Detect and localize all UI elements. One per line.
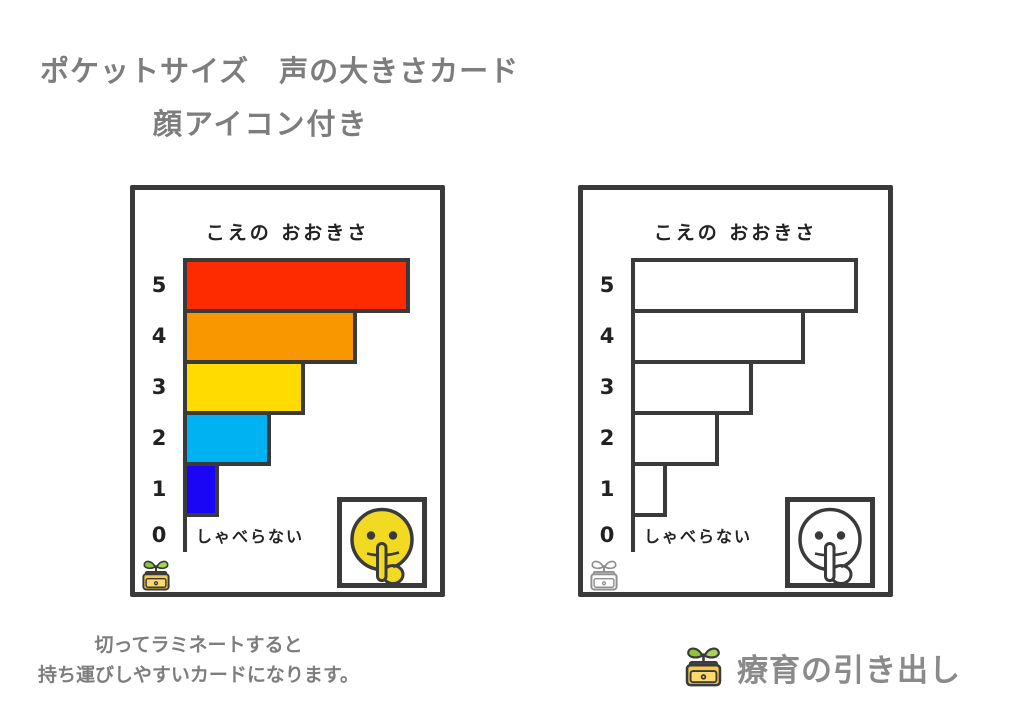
usage-note: 切ってラミネートすると 持ち運びしやすいカードになります。 <box>26 630 371 690</box>
shh-face-icon <box>350 507 414 583</box>
level-row: 3 <box>583 360 888 415</box>
usage-note-line2: 持ち運びしやすいカードになります。 <box>38 664 359 686</box>
level-row: 4 <box>135 309 440 364</box>
level-number: 1 <box>599 477 615 501</box>
level-row: 5 <box>135 258 440 313</box>
volume-scale: 5 4 3 2 1 0 しゃべらない <box>583 258 888 553</box>
level-row: 2 <box>583 411 888 466</box>
level-bar <box>631 411 719 466</box>
level-row: 5 <box>583 258 888 313</box>
level-number: 0 <box>151 523 167 547</box>
level-number: 0 <box>599 523 615 547</box>
level-bar <box>183 309 357 364</box>
level-zero-row: 0 しゃべらない <box>583 517 888 553</box>
level-bar <box>631 309 805 364</box>
usage-note-line1: 切ってラミネートすると <box>94 634 303 656</box>
voice-volume-card-color: こえの おおきさ 5 4 3 2 1 0 <box>130 185 445 597</box>
sprout-drawer-icon <box>585 558 623 594</box>
level-bar <box>183 411 271 466</box>
axis-line <box>183 517 187 552</box>
level-number: 3 <box>599 375 615 399</box>
level-number: 5 <box>599 273 615 297</box>
face-frame <box>785 497 875 588</box>
level-row: 1 <box>135 462 440 517</box>
card-title: こえの おおきさ <box>653 222 818 244</box>
voice-volume-card-outline: こえの おおきさ 5 4 3 2 1 0 <box>578 185 893 597</box>
brand-logo-icon <box>680 643 727 692</box>
zero-level-label: しゃべらない <box>196 527 305 546</box>
level-bar <box>631 258 858 313</box>
level-bar <box>183 462 219 517</box>
level-number: 1 <box>151 477 167 501</box>
brand-name: 療育の引き出し <box>737 653 961 689</box>
level-bar <box>183 360 305 415</box>
level-number: 2 <box>151 426 167 450</box>
level-number: 3 <box>151 375 167 399</box>
level-bar <box>183 258 410 313</box>
level-zero-row: 0 しゃべらない <box>135 517 440 553</box>
volume-scale: 5 4 3 2 1 0 しゃべらない <box>135 258 440 553</box>
shh-face-icon <box>798 507 862 583</box>
sprout-drawer-icon <box>137 558 175 594</box>
level-number: 2 <box>599 426 615 450</box>
zero-level-label: しゃべらない <box>644 527 753 546</box>
page-title: ポケットサイズ 声の大きさカード <box>40 54 520 88</box>
axis-line <box>631 517 635 552</box>
level-number: 4 <box>151 324 167 348</box>
brand: 療育の引き出し <box>680 643 961 692</box>
page-subtitle: 顔アイコン付き <box>153 107 369 141</box>
level-row: 3 <box>135 360 440 415</box>
level-bar <box>631 360 753 415</box>
level-bar <box>631 462 667 517</box>
level-number: 4 <box>599 324 615 348</box>
level-row: 4 <box>583 309 888 364</box>
card-title: こえの おおきさ <box>205 222 370 244</box>
level-row: 2 <box>135 411 440 466</box>
level-number: 5 <box>151 273 167 297</box>
face-frame <box>337 497 427 588</box>
level-row: 1 <box>583 462 888 517</box>
